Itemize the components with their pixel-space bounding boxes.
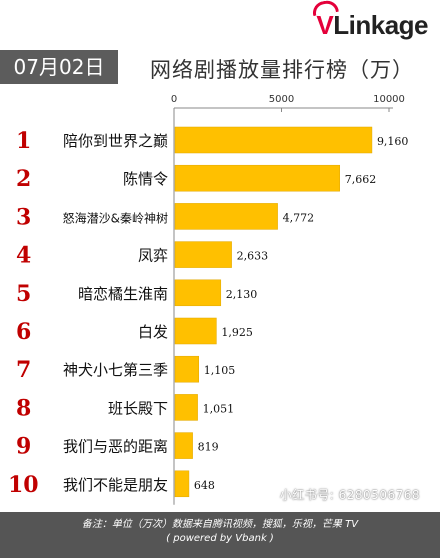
bar bbox=[174, 317, 217, 345]
rank-number: 5 bbox=[16, 281, 31, 307]
footer-bar bbox=[0, 512, 440, 558]
x-tick-label: 5000 bbox=[269, 94, 294, 105]
value-label: 7,662 bbox=[345, 173, 377, 186]
bar-chart: 0 5000 10000 1 陪你到世界之巅 9,160 2 陈情令 7,662 3 怒海潜沙&秦岭… bbox=[8, 94, 409, 505]
rank-number: 6 bbox=[16, 319, 31, 345]
value-label: 2,130 bbox=[226, 288, 257, 301]
value-label: 648 bbox=[194, 479, 215, 492]
x-tick-label: 10000 bbox=[373, 94, 405, 105]
bar bbox=[174, 432, 193, 459]
rank-number: 4 bbox=[16, 243, 31, 269]
bar bbox=[174, 470, 190, 498]
footer-note: 备注：单位（万次）数据来自腾讯视频，搜狐，乐视，芒果 TV ( powered … bbox=[0, 518, 440, 546]
category-label: 陪你到世界之巅 bbox=[63, 132, 168, 150]
value-label: 819 bbox=[198, 441, 219, 454]
category-label: 白发 bbox=[138, 323, 168, 341]
category-label: 班长殿下 bbox=[108, 399, 168, 417]
bar bbox=[174, 126, 373, 154]
category-label: 陈情令 bbox=[123, 170, 168, 188]
date-label: 07月02日 bbox=[0, 50, 118, 84]
value-label: 1,105 bbox=[204, 364, 236, 377]
bar bbox=[174, 279, 222, 307]
category-label: 怒海潜沙&秦岭神树 bbox=[63, 210, 168, 225]
rank-number: 3 bbox=[16, 204, 31, 230]
value-label: 2,633 bbox=[237, 250, 269, 263]
category-label: 暗恋橘生淮南 bbox=[78, 285, 168, 303]
category-label: 我们与恶的距离 bbox=[63, 438, 168, 456]
rank-number: 9 bbox=[16, 434, 31, 460]
bar bbox=[174, 394, 198, 421]
x-tick-label: 0 bbox=[171, 94, 177, 105]
value-label: 9,160 bbox=[377, 135, 409, 148]
bar bbox=[174, 241, 232, 268]
rank-number: 8 bbox=[16, 395, 31, 421]
bar bbox=[174, 203, 278, 230]
category-label: 我们不能是朋友 bbox=[63, 476, 168, 494]
rank-number: 1 bbox=[16, 128, 31, 154]
chart-title: 网络剧播放量排行榜（万） bbox=[150, 58, 414, 82]
footer-note-line-2: ( powered by Vbank ) bbox=[166, 533, 274, 544]
rank-number: 2 bbox=[16, 166, 31, 192]
category-label: 神犬小七第三季 bbox=[63, 361, 168, 379]
watermark: 小红书号: 6280506768 bbox=[279, 488, 420, 502]
bar bbox=[174, 355, 200, 383]
bar bbox=[174, 164, 340, 192]
rank-number: 10 bbox=[8, 472, 39, 498]
value-label: 1,925 bbox=[221, 326, 253, 339]
footer-note-line-1: 备注：单位（万次）数据来自腾讯视频，搜狐，乐视，芒果 TV bbox=[81, 519, 359, 530]
value-label: 1,051 bbox=[203, 402, 235, 415]
value-label: 4,772 bbox=[283, 211, 315, 224]
vlinkage-logo: VLinkage bbox=[311, 0, 428, 41]
category-label: 凤弈 bbox=[138, 247, 168, 265]
rank-number: 7 bbox=[16, 357, 31, 383]
